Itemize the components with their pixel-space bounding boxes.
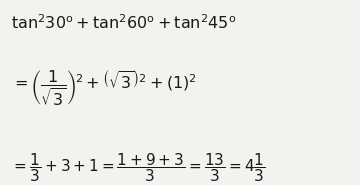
Text: $\mathsf{tan^230^o + tan^260^o + tan^245^o}$: $\mathsf{tan^230^o + tan^260^o + tan^245… xyxy=(11,13,236,32)
Text: $\mathsf{= \dfrac{1}{3} + 3 + 1 = \dfrac{1+9+3}{3} = \dfrac{13}{3} = 4\dfrac{1}{: $\mathsf{= \dfrac{1}{3} + 3 + 1 = \dfrac… xyxy=(11,152,265,184)
Text: $\mathsf{= \left(\dfrac{1}{\sqrt{3}}\right)^{\!2} + \left(\sqrt{3}\right)^2 + (1: $\mathsf{= \left(\dfrac{1}{\sqrt{3}}\rig… xyxy=(11,68,197,107)
